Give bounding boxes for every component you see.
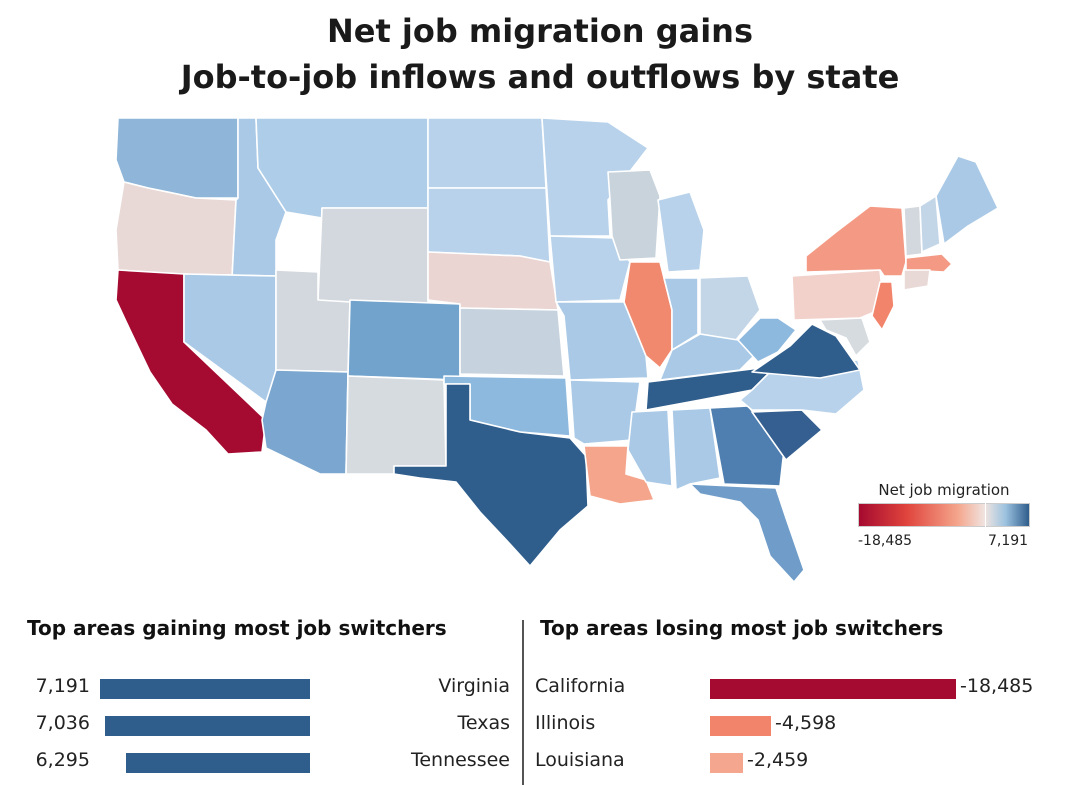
losing-value-label: -2,459: [747, 749, 809, 771]
state-sd[interactable]: [427, 187, 551, 263]
state-fl[interactable]: [689, 483, 805, 583]
state-wi[interactable]: [607, 169, 661, 261]
state-ia[interactable]: [549, 235, 631, 303]
us-choropleth-map: [115, 117, 999, 583]
losing-bar: [710, 679, 956, 699]
state-va[interactable]: [751, 323, 861, 379]
losing-state-name: Illinois: [535, 712, 596, 734]
state-nm[interactable]: [345, 375, 447, 475]
state-me[interactable]: [935, 155, 999, 245]
legend-color-scale: [858, 503, 1030, 527]
state-mi[interactable]: [657, 191, 705, 273]
state-nd[interactable]: [427, 117, 547, 189]
legend-max-label: 7,191: [988, 533, 1029, 549]
gaining-value-label: 7,036: [35, 712, 90, 734]
state-tn[interactable]: [645, 365, 777, 411]
state-co[interactable]: [347, 299, 461, 381]
gaining-bar: [100, 679, 310, 699]
state-md[interactable]: [819, 317, 871, 357]
state-ar[interactable]: [569, 379, 641, 445]
gaining-state-name: Virginia: [438, 675, 510, 697]
state-ma[interactable]: [905, 253, 953, 273]
losing-bar: [710, 716, 771, 736]
state-nh[interactable]: [919, 195, 941, 253]
gaining-value-label: 7,191: [35, 675, 90, 697]
gaining-state-name: Tennessee: [410, 749, 510, 771]
state-mt[interactable]: [255, 117, 429, 219]
losing-bar: [710, 753, 743, 773]
losing-value-label: -18,485: [960, 675, 1034, 697]
chart-subtitle: Job-to-job inflows and outflows by state: [180, 58, 900, 96]
state-ne[interactable]: [427, 251, 559, 311]
state-nj[interactable]: [871, 281, 895, 331]
state-ny[interactable]: [805, 205, 907, 277]
chart-title: Net job migration gains: [327, 12, 753, 50]
section-divider: [522, 620, 524, 785]
state-vt[interactable]: [903, 205, 923, 257]
state-il[interactable]: [623, 261, 673, 369]
losing-heading: Top areas losing most job switchers: [540, 616, 944, 640]
state-ga[interactable]: [709, 405, 785, 487]
legend-zero-tick: [985, 503, 986, 527]
legend-title: Net job migration: [878, 481, 1010, 499]
losing-state-name: California: [535, 675, 626, 697]
state-wv[interactable]: [737, 317, 797, 363]
losing-value-label: -4,598: [775, 712, 837, 734]
state-ms[interactable]: [627, 409, 673, 487]
state-az[interactable]: [261, 369, 349, 475]
gaining-heading: Top areas gaining most job switchers: [27, 616, 447, 640]
state-oh[interactable]: [699, 275, 761, 341]
losing-state-name: Louisiana: [535, 749, 625, 771]
state-al[interactable]: [671, 407, 721, 491]
gaining-value-label: 6,295: [35, 749, 90, 771]
state-wy[interactable]: [317, 207, 429, 311]
gaining-bar: [126, 753, 310, 773]
state-pa[interactable]: [791, 269, 885, 321]
legend-min-label: -18,485: [858, 533, 913, 549]
gaining-bar: [105, 716, 310, 736]
state-ks[interactable]: [459, 307, 565, 377]
gaining-state-name: Texas: [457, 712, 510, 734]
state-ct[interactable]: [903, 269, 931, 291]
state-tx[interactable]: [393, 383, 589, 567]
